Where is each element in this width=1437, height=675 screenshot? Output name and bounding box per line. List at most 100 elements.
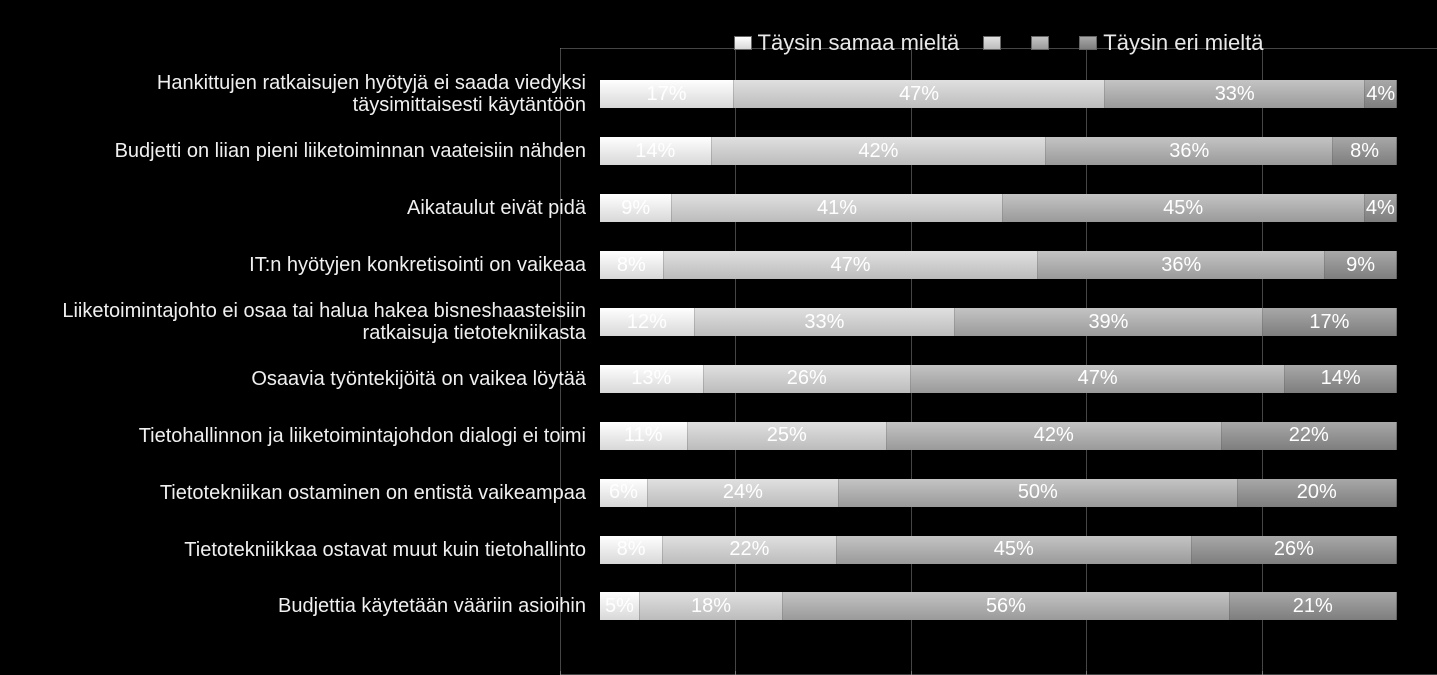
segment-0: 11% [600, 422, 688, 450]
segment-0: 12% [600, 308, 695, 336]
row-label: Aikataulut eivät pidä [40, 197, 600, 219]
segment-2: 42% [887, 422, 1222, 450]
segment-0: 8% [600, 536, 663, 564]
row-1: Budjetti on liian pieni liiketoiminnan v… [40, 123, 1397, 179]
bar-area: 14%42%36%8% [600, 123, 1397, 179]
segment-0: 17% [600, 80, 734, 108]
segment-3: 8% [1333, 137, 1397, 165]
bar: 12%33%39%17% [600, 308, 1397, 336]
bar-area: 9%41%45%4% [600, 180, 1397, 236]
segment-1: 18% [640, 592, 783, 620]
row-5: Osaavia työntekijöitä on vaikea löytää13… [40, 351, 1397, 407]
bar: 6%24%50%20% [600, 479, 1397, 507]
row-9: Budjettia käytetään vääriin asioihin5%18… [40, 578, 1397, 634]
segment-2: 45% [1003, 194, 1365, 222]
segment-0: 6% [600, 479, 648, 507]
plot-area: Täysin samaa mieltä Täysin eri mieltä Han… [40, 30, 1397, 635]
row-4: Liiketoimintajohto ei osaa tai halua hak… [40, 294, 1397, 350]
row-label: Budjetti on liian pieni liiketoiminnan v… [40, 140, 600, 162]
row-3: IT:n hyötyjen konkretisointi on vaikeaa8… [40, 237, 1397, 293]
row-label: Tietotekniikkaa ostavat muut kuin tietoh… [40, 539, 600, 561]
tick-40 [911, 671, 912, 675]
segment-3: 4% [1365, 80, 1397, 108]
row-2: Aikataulut eivät pidä9%41%45%4% [40, 180, 1397, 236]
segment-2: 47% [911, 365, 1286, 393]
bar: 8%22%45%26% [600, 536, 1397, 564]
tick-20 [735, 671, 736, 675]
segment-3: 22% [1222, 422, 1397, 450]
bar-area: 11%25%42%22% [600, 408, 1397, 464]
row-8: Tietotekniikkaa ostavat muut kuin tietoh… [40, 522, 1397, 578]
bar-area: 13%26%47%14% [600, 351, 1397, 407]
segment-2: 56% [783, 592, 1229, 620]
segment-2: 39% [955, 308, 1263, 336]
bar: 11%25%42%22% [600, 422, 1397, 450]
bar-area: 8%47%36%9% [600, 237, 1397, 293]
row-7: Tietotekniikan ostaminen on entistä vaik… [40, 465, 1397, 521]
segment-1: 22% [663, 536, 837, 564]
segment-2: 45% [837, 536, 1192, 564]
row-label: Budjettia käytetään vääriin asioihin [40, 595, 600, 617]
legend-swatch-2 [1031, 36, 1049, 50]
row-label: Osaavia työntekijöitä on vaikea löytää [40, 368, 600, 390]
rows: Hankittujen ratkaisujen hyötyjä ei saada… [40, 66, 1397, 635]
stacked-bar-chart: Täysin samaa mieltä Täysin eri mieltä Han… [0, 0, 1437, 675]
legend-item-2 [1031, 36, 1055, 50]
bar: 9%41%45%4% [600, 194, 1397, 222]
x-ticks [560, 671, 1437, 675]
bar: 8%47%36%9% [600, 251, 1397, 279]
segment-0: 9% [600, 194, 672, 222]
segment-1: 47% [664, 251, 1039, 279]
bar-area: 5%18%56%21% [600, 578, 1397, 634]
segment-3: 9% [1325, 251, 1397, 279]
segment-1: 26% [704, 365, 911, 393]
legend-item-1 [983, 36, 1007, 50]
segment-2: 33% [1105, 80, 1365, 108]
segment-1: 24% [648, 479, 839, 507]
segment-0: 5% [600, 592, 640, 620]
bar-area: 12%33%39%17% [600, 294, 1397, 350]
tick-60 [1086, 671, 1087, 675]
bar-area: 6%24%50%20% [600, 465, 1397, 521]
segment-1: 42% [712, 137, 1047, 165]
bar: 17%47%33%4% [600, 80, 1397, 108]
legend-swatch-3 [1079, 36, 1097, 50]
segment-2: 36% [1046, 137, 1333, 165]
bar: 14%42%36%8% [600, 137, 1397, 165]
legend-swatch-0 [734, 36, 752, 50]
legend-swatch-1 [983, 36, 1001, 50]
row-label: Liiketoimintajohto ei osaa tai halua hak… [40, 300, 600, 344]
segment-3: 4% [1365, 194, 1397, 222]
segment-3: 20% [1238, 479, 1397, 507]
segment-1: 25% [688, 422, 887, 450]
segment-0: 8% [600, 251, 664, 279]
legend-item-3: Täysin eri mieltä [1079, 30, 1263, 56]
segment-1: 47% [734, 80, 1105, 108]
bar: 5%18%56%21% [600, 592, 1397, 620]
bar-area: 8%22%45%26% [600, 522, 1397, 578]
row-6: Tietohallinnon ja liiketoimintajohdon di… [40, 408, 1397, 464]
legend-item-0: Täysin samaa mieltä [734, 30, 960, 56]
segment-0: 13% [600, 365, 704, 393]
segment-3: 17% [1263, 308, 1397, 336]
segment-2: 36% [1038, 251, 1325, 279]
legend-label-0: Täysin samaa mieltä [758, 30, 960, 56]
legend: Täysin samaa mieltä Täysin eri mieltä [40, 30, 1397, 66]
segment-1: 41% [672, 194, 1002, 222]
segment-3: 21% [1230, 592, 1397, 620]
segment-1: 33% [695, 308, 955, 336]
segment-3: 14% [1285, 365, 1397, 393]
row-label: Tietotekniikan ostaminen on entistä vaik… [40, 482, 600, 504]
row-label: Hankittujen ratkaisujen hyötyjä ei saada… [40, 72, 600, 116]
legend-label-3: Täysin eri mieltä [1103, 30, 1263, 56]
row-label: Tietohallinnon ja liiketoimintajohdon di… [40, 425, 600, 447]
tick-0 [560, 671, 561, 675]
segment-3: 26% [1192, 536, 1397, 564]
bar: 13%26%47%14% [600, 365, 1397, 393]
bar-area: 17%47%33%4% [600, 66, 1397, 122]
row-label: IT:n hyötyjen konkretisointi on vaikeaa [40, 254, 600, 276]
segment-2: 50% [839, 479, 1238, 507]
tick-80 [1262, 671, 1263, 675]
row-0: Hankittujen ratkaisujen hyötyjä ei saada… [40, 66, 1397, 122]
segment-0: 14% [600, 137, 712, 165]
